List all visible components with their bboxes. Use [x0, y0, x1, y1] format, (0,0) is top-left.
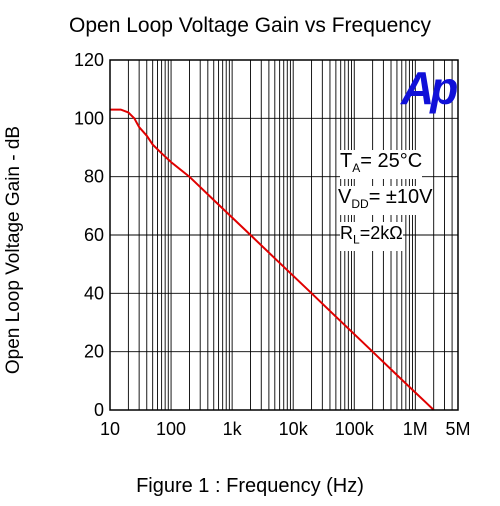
y-axis-label: Open Loop Voltage Gain - dB — [3, 125, 24, 375]
rl-value: =2kΩ — [359, 223, 403, 243]
y-tick-label: 40 — [84, 283, 104, 303]
ta-subscript: A — [352, 161, 361, 175]
annotation-rl: RL=2kΩ — [340, 222, 403, 251]
x-tick-label: 10 — [100, 419, 120, 439]
x-tick-label: 1k — [223, 419, 243, 439]
y-tick-label: 80 — [84, 167, 104, 187]
y-tick-label: 0 — [94, 400, 104, 420]
series-line — [110, 108, 435, 411]
chart-title: Open Loop Voltage Gain vs Frequency — [69, 14, 431, 37]
annotation-ta: TA= 25°C — [340, 150, 423, 179]
x-axis-label: Figure 1 : Frequency (Hz) — [136, 475, 364, 497]
y-tick-label: 120 — [74, 50, 104, 70]
vdd-subscript: DD — [351, 197, 369, 211]
ta-value: = 25°C — [360, 150, 423, 172]
x-tick-label: 5M — [445, 419, 470, 439]
tick-labels: 0 20 40 60 80 100 120 10 100 1k 10k 100k 1M 5M — [74, 50, 471, 439]
y-tick-label: 60 — [84, 225, 104, 245]
ap-logo: Ap — [401, 62, 458, 114]
vdd-symbol: V — [338, 186, 352, 208]
vdd-value: = ±10V — [368, 186, 433, 208]
ta-symbol: T — [340, 150, 353, 172]
annotation-vdd: VDD= ±10V — [338, 186, 433, 215]
grid — [110, 60, 458, 410]
x-tick-label: 100k — [335, 419, 375, 439]
x-tick-label: 10k — [279, 419, 309, 439]
plot-frame — [109, 59, 459, 411]
y-tick-label: 100 — [74, 108, 104, 128]
rl-subscript: L — [353, 232, 360, 247]
x-tick-label: 100 — [156, 419, 186, 439]
x-tick-label: 1M — [403, 419, 428, 439]
y-tick-label: 20 — [84, 342, 104, 362]
rl-symbol: R — [340, 223, 353, 243]
